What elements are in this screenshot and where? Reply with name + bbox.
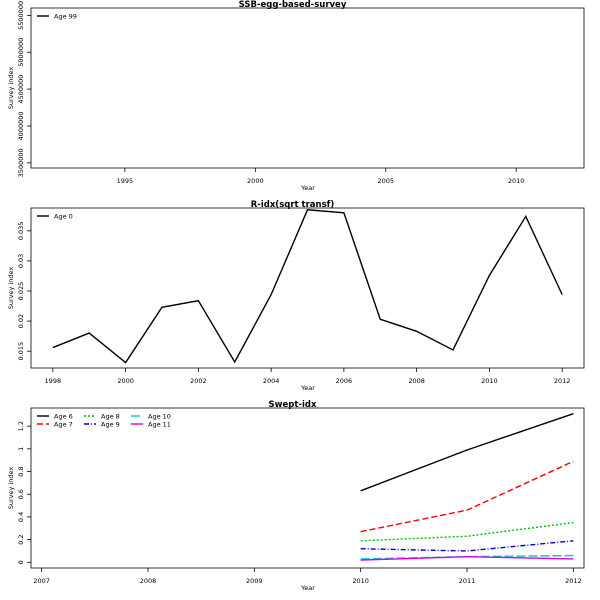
x-tick-label: 2008 (408, 377, 425, 385)
x-tick-label: 2010 (481, 377, 498, 385)
chart-panel-3: Swept-idx 2007 2008 2009 2010 2011 2012 0 0.2 0.4… (7, 400, 585, 592)
y-tick-label: 4000000 (17, 111, 25, 140)
legend-entry-label: Age 8 (101, 412, 120, 420)
legend-entry-label: Age 99 (54, 12, 77, 20)
legend-entry-label: Age 11 (148, 420, 171, 428)
plot-frame (30, 407, 585, 569)
x-tick-label: 1998 (45, 377, 62, 385)
plot-frame (30, 7, 585, 169)
x-axis-label: Year (300, 184, 315, 192)
x-tick-label: 2002 (190, 377, 207, 385)
legend: Age 99 (37, 12, 77, 20)
y-tick-label: 5500000 (17, 1, 25, 30)
x-tick-label: 2010 (352, 577, 369, 585)
legend-entry-label: Age 0 (54, 212, 73, 220)
y-tick-label: 5000000 (17, 38, 25, 67)
chart-panel-1: SSB-egg-based-survey 1995 2000 2005 2010 3500… (7, 0, 585, 192)
x-tick-label: 2000 (247, 177, 264, 185)
y-tick-label: 0.02 (17, 314, 25, 328)
x-tick-label: 2008 (140, 577, 157, 585)
chart-panel-2: R-idx(sqrt transf) 1998 2000 2002 2004 2006 20… (7, 200, 585, 392)
series-line-age-11 (360, 555, 574, 561)
y-tick-label: 3500000 (17, 148, 25, 177)
x-tick-label: 2007 (33, 577, 50, 585)
legend-entry-label: Age 6 (54, 412, 73, 420)
series-line-age-0 (52, 209, 563, 364)
y-tick-label: 1.2 (17, 421, 25, 431)
x-tick-label: 2006 (336, 377, 353, 385)
y-tick-label: 4500000 (17, 75, 25, 104)
y-axis-label: Survey index (7, 467, 15, 510)
y-tick-label: 0.03 (17, 254, 25, 268)
x-tick-label: 2005 (377, 177, 394, 185)
x-tick-label: 2012 (565, 577, 582, 585)
y-tick-label: 0.4 (17, 512, 25, 522)
series-line-age-9 (360, 540, 574, 552)
chart-title: SSB-egg-based-survey (239, 0, 347, 10)
y-tick-label: 0.015 (17, 342, 25, 361)
y-tick-label: 0.8 (17, 466, 25, 476)
series-line-age-6 (360, 413, 574, 492)
legend-entry-label: Age 7 (54, 420, 73, 428)
series-line-age-8 (360, 521, 574, 542)
y-tick-label: 1 (17, 447, 25, 451)
x-tick-label: 2012 (554, 377, 571, 385)
y-tick-label: 0 (17, 560, 25, 564)
y-tick-label: 0.035 (17, 222, 25, 241)
chart-title: Swept-idx (269, 400, 317, 410)
x-tick-label: 2010 (508, 177, 525, 185)
x-tick-label: 1995 (117, 177, 134, 185)
x-tick-label: 2011 (459, 577, 476, 585)
x-tick-label: 2000 (117, 377, 134, 385)
x-tick-label: 2009 (246, 577, 263, 585)
x-axis-label: Year (300, 384, 315, 392)
x-tick-label: 2004 (263, 377, 280, 385)
y-axis-label: Survey index (7, 267, 15, 310)
x-axis-label: Year (300, 584, 315, 592)
legend: Age 0 (37, 212, 73, 220)
series-line-age-7 (360, 460, 574, 533)
legend-entry-label: Age 9 (101, 420, 120, 428)
y-tick-label: 0.6 (17, 489, 25, 499)
y-axis-label: Survey index (7, 67, 15, 110)
y-tick-label: 0.2 (17, 534, 25, 544)
plot-frame (30, 207, 585, 369)
chart-title: R-idx(sqrt transf) (251, 200, 335, 210)
legend-entry-label: Age 10 (148, 412, 171, 420)
y-tick-label: 0.025 (17, 282, 25, 301)
